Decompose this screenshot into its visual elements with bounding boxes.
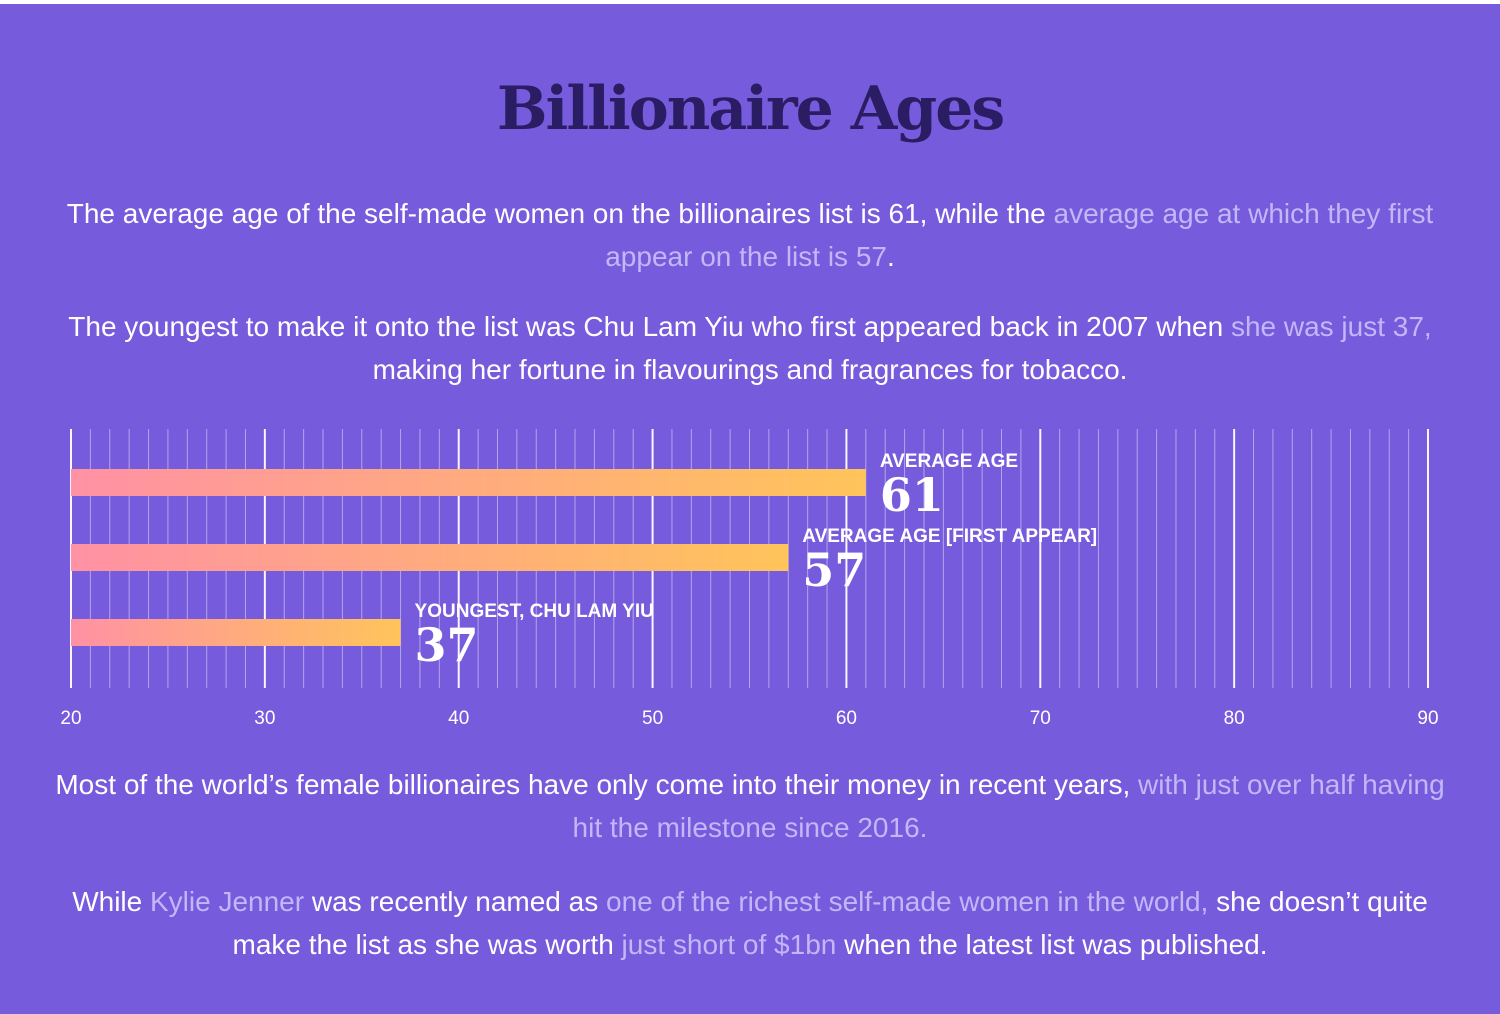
bar-category-label: AVERAGE AGE [FIRST APPEAR] — [802, 526, 1097, 547]
x-tick-label: 20 — [60, 708, 81, 729]
bar — [71, 619, 401, 646]
x-tick-label: 30 — [254, 708, 275, 729]
intro-paragraph: The average age of the self-made women o… — [40, 192, 1460, 278]
youngest-text-segment: making her fortune in flavourings and fr… — [372, 354, 1128, 385]
bar-category-label: YOUNGEST, CHU LAM YIU — [415, 601, 654, 622]
kylie-paragraph: While Kylie Jenner was recently named as… — [40, 880, 1460, 966]
bar — [71, 544, 789, 571]
kylie-text-segment: While — [72, 886, 150, 917]
bar-value-label: 57 — [802, 543, 866, 597]
kylie-text-segment: was recently named as — [304, 886, 606, 917]
recent-paragraph: Most of the world’s female billionaires … — [40, 763, 1460, 849]
x-tick-label: 50 — [642, 708, 663, 729]
infographic-panel: Billionaire Ages The average age of the … — [0, 4, 1500, 1014]
bar-category-label: AVERAGE AGE — [880, 451, 1018, 472]
x-tick-label: 70 — [1030, 708, 1051, 729]
x-tick-label: 90 — [1417, 708, 1438, 729]
bar-value-label: 37 — [415, 618, 479, 672]
intro-segment: average age at which they first appear o… — [605, 198, 1434, 272]
intro-segment: . — [886, 241, 895, 272]
recent-text-segment: with just over half having hit the miles… — [572, 769, 1445, 843]
kylie-text-segment: just short of $1bn — [621, 929, 837, 960]
page-title: Billionaire Ages — [496, 74, 1005, 144]
kylie-text-segment: she doesn’t quite make the list as she w… — [232, 886, 1428, 960]
youngest-text-segment: The youngest to make it onto the list wa… — [68, 311, 1231, 342]
kylie-text-segment: one of the richest self-made women in th… — [606, 886, 1209, 917]
kylie-text-segment: Kylie Jenner — [149, 886, 305, 917]
x-tick-label: 60 — [836, 708, 857, 729]
youngest-paragraph: The youngest to make it onto the list wa… — [40, 305, 1460, 391]
kylie-text-segment: when the latest list was published. — [836, 929, 1268, 960]
bar — [71, 469, 866, 496]
x-tick-label: 80 — [1224, 708, 1245, 729]
x-tick-label: 40 — [448, 708, 469, 729]
recent-text-segment: Most of the world’s female billionaires … — [55, 769, 1139, 800]
bar-value-label: 61 — [880, 468, 944, 522]
youngest-text-segment: she was just 37, — [1230, 311, 1432, 342]
intro-segment: The average age of the self-made women o… — [66, 198, 1054, 229]
